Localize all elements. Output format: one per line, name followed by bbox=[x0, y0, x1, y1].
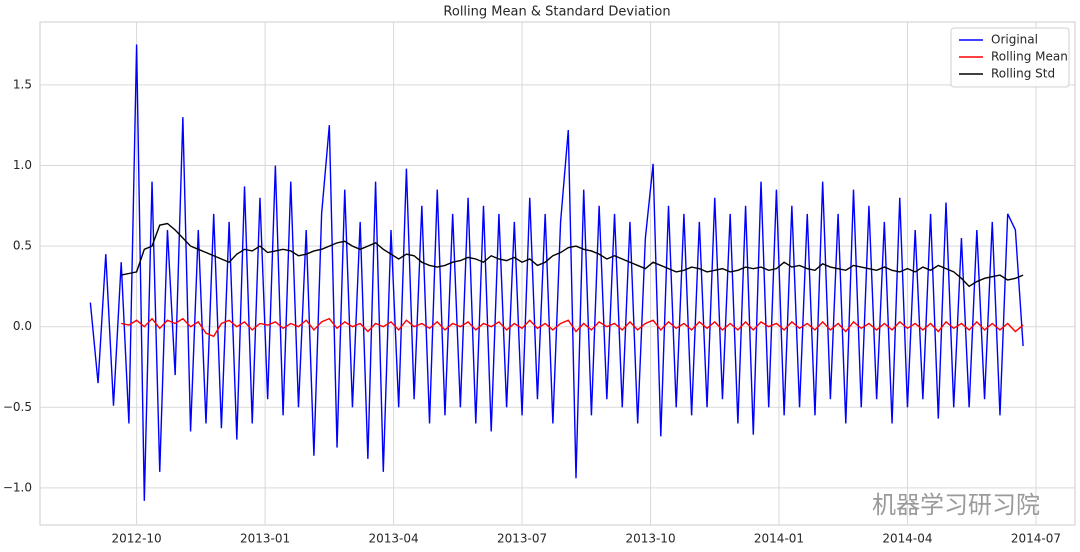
chart-title: Rolling Mean & Standard Deviation bbox=[443, 5, 670, 20]
x-tick-label: 2013-10 bbox=[625, 532, 675, 546]
series-line bbox=[121, 222, 1024, 288]
x-tick-label: 2014-07 bbox=[1011, 532, 1061, 546]
y-tick-label: −1.0 bbox=[3, 480, 32, 494]
x-tick-label: 2013-01 bbox=[240, 532, 290, 546]
y-tick-label: −0.5 bbox=[3, 400, 32, 414]
y-tick-label: 0.5 bbox=[13, 239, 32, 253]
y-tick-label: 1.0 bbox=[13, 158, 32, 172]
y-tick-label: 0.0 bbox=[13, 319, 32, 333]
series-line bbox=[89, 44, 1024, 501]
watermark: 机器学习研习院 bbox=[872, 491, 1040, 519]
y-tick-label: 1.5 bbox=[13, 77, 32, 91]
x-tick-label: 2013-07 bbox=[497, 532, 547, 546]
legend-label: Rolling Mean bbox=[991, 50, 1068, 64]
grid bbox=[40, 22, 1075, 525]
legend-box bbox=[950, 27, 1070, 88]
x-tick-label: 2012-10 bbox=[112, 532, 162, 546]
legend-label: Rolling Std bbox=[991, 67, 1055, 81]
legend-label: Original bbox=[991, 33, 1038, 47]
x-tick-label: 2013-04 bbox=[368, 532, 418, 546]
plot-area bbox=[39, 21, 1076, 526]
x-tick-label: 2014-01 bbox=[754, 532, 804, 546]
x-tick-label: 2014-04 bbox=[882, 532, 932, 546]
series-line bbox=[121, 317, 1024, 338]
